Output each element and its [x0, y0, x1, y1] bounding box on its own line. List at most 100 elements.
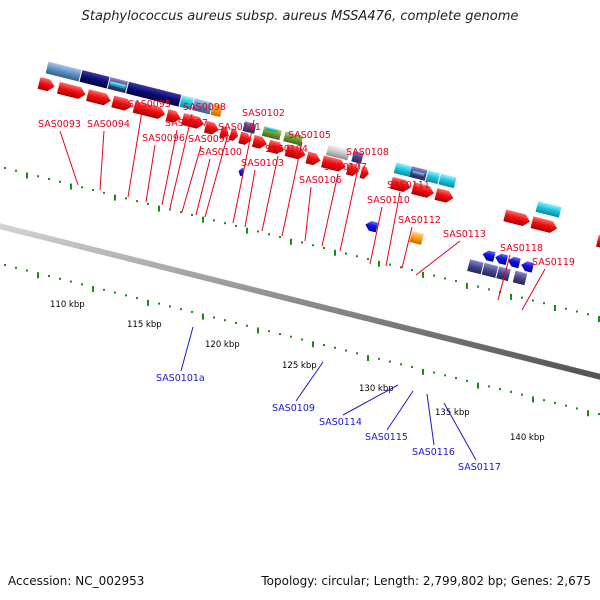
callout-line	[321, 173, 339, 247]
callout-line	[59, 130, 79, 186]
guide-dot	[367, 258, 369, 261]
cds-arrow	[482, 250, 496, 262]
guide-dot	[466, 282, 468, 289]
guide-dot	[26, 269, 28, 272]
guide-dot	[268, 330, 270, 333]
callout-line	[443, 402, 477, 461]
scale-label: 130 kbp	[359, 384, 394, 394]
guide-dot	[268, 233, 270, 236]
guide-dot	[224, 319, 226, 322]
gene-label: SAS0095	[128, 99, 171, 110]
forward-cds-track	[37, 77, 600, 254]
guide-dot	[356, 255, 358, 258]
callout-line	[180, 326, 194, 372]
callout-line	[127, 110, 143, 198]
scale-label: 135 kbp	[435, 408, 470, 418]
guide-dot	[92, 286, 94, 293]
guide-dot	[565, 307, 567, 310]
gene-label: SAS0117	[458, 462, 501, 473]
gene-label: SAS0118	[500, 243, 543, 254]
callout-line	[339, 158, 361, 252]
guide-dot	[444, 277, 446, 280]
guide-dot	[466, 379, 468, 382]
guide-dot	[224, 222, 226, 225]
reverse-cds-track	[409, 231, 528, 286]
guide-dot	[389, 360, 391, 363]
guide-dot	[400, 363, 402, 366]
guide-dot	[598, 315, 600, 322]
guide-dot	[576, 310, 578, 313]
cog-box	[283, 131, 304, 146]
callout-line	[521, 268, 546, 311]
callout-line	[401, 226, 413, 269]
guide-dot	[477, 382, 479, 389]
guide-dot	[312, 244, 314, 247]
guide-dot	[92, 189, 94, 192]
guide-dot	[301, 338, 303, 341]
guide-dot	[235, 224, 237, 227]
cog-box	[393, 162, 412, 177]
gene-label: SAS0113	[443, 229, 486, 240]
callout-line	[244, 169, 256, 228]
cds-arrow	[434, 188, 454, 203]
guide-dot	[543, 399, 545, 402]
callout-line	[426, 393, 435, 446]
cog-box	[351, 150, 364, 164]
map-title: Staphylococcus aureus subsp. aureus MSSA…	[81, 9, 519, 24]
callout-line	[261, 155, 279, 232]
guide-dot	[4, 264, 6, 267]
outer-dot-row	[4, 167, 600, 322]
guide-dot	[433, 371, 435, 374]
guide-dot	[532, 396, 534, 403]
cog-box	[535, 201, 562, 218]
guide-dot	[136, 200, 138, 203]
callout-line	[497, 254, 511, 301]
guide-dot	[180, 211, 182, 214]
guide-dot	[356, 352, 358, 355]
guide-dot	[378, 260, 380, 267]
gene-label: SAS0103	[241, 158, 284, 169]
guide-dot	[422, 271, 424, 278]
cds-arrow	[595, 234, 600, 254]
guide-dot	[169, 208, 171, 211]
gene-label: SAS0102	[242, 108, 285, 119]
gene-label: SAS0096	[142, 133, 185, 144]
cds-arrow	[37, 77, 55, 92]
callout-line	[304, 186, 312, 242]
guide-dot	[158, 205, 160, 212]
cog-box	[438, 173, 457, 189]
cds-arrow	[507, 256, 521, 269]
cog-box	[109, 81, 127, 90]
guide-dot	[202, 313, 204, 320]
guide-dot	[180, 308, 182, 311]
callout-line	[195, 158, 211, 216]
cog-box	[265, 126, 278, 133]
guide-dot	[257, 327, 259, 334]
gene-label: SAS0099	[188, 134, 231, 145]
guide-dot	[48, 178, 50, 181]
guide-dot	[26, 172, 28, 179]
cds-arrow	[359, 166, 369, 179]
guide-dot	[378, 357, 380, 360]
cog-box	[496, 266, 511, 282]
cog-box	[45, 61, 82, 82]
guide-dot	[103, 191, 105, 194]
cds-arrow	[305, 151, 321, 166]
guide-dot	[433, 274, 435, 277]
scale-label: 120 kbp	[205, 340, 240, 350]
guide-dot	[70, 280, 72, 283]
cog-box	[192, 98, 213, 115]
cog-box	[425, 170, 441, 184]
cog-box	[409, 231, 424, 245]
cog-box	[512, 270, 528, 286]
guide-dot	[367, 355, 369, 362]
cog-box	[326, 144, 351, 161]
guide-dot	[202, 216, 204, 223]
guide-dot	[389, 263, 391, 266]
scale-label: 125 kbp	[282, 361, 317, 371]
guide-dot	[510, 293, 512, 300]
gene-label: SAS0101	[218, 122, 261, 133]
gene-label: SAS0107	[324, 162, 367, 173]
reverse-arrow-group	[238, 167, 535, 273]
gene-label: SAS0114	[319, 417, 362, 428]
